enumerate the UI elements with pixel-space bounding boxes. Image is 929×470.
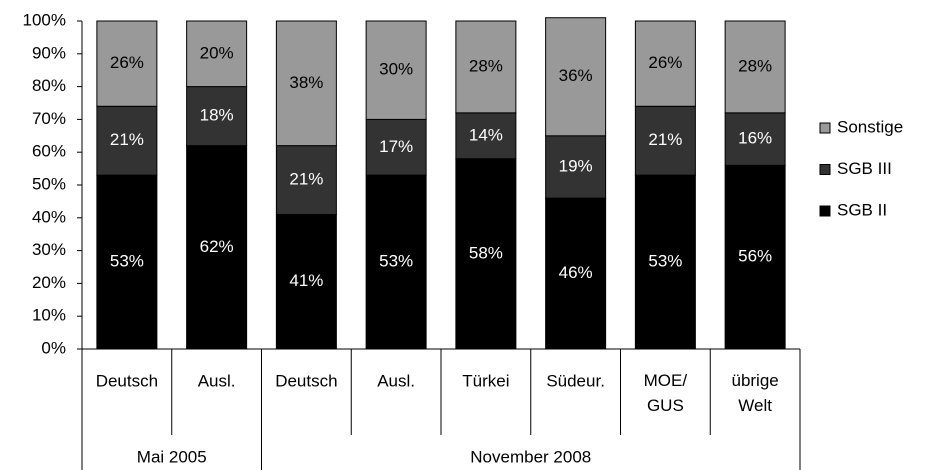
y-tick-label: 0% <box>41 338 66 357</box>
y-tick-label: 80% <box>32 76 66 95</box>
value-label: 16% <box>738 129 772 148</box>
bar-segment <box>186 86 248 147</box>
value-label: 53% <box>110 252 144 271</box>
value-label: 56% <box>738 247 772 266</box>
bar-segment <box>96 174 158 350</box>
x-tick-label: MOE/GUS <box>644 371 688 415</box>
value-label: 36% <box>559 66 593 85</box>
bar-segment <box>455 112 517 160</box>
bar-segment <box>186 20 248 88</box>
y-tick-label: 70% <box>32 109 66 128</box>
value-label: 41% <box>289 271 323 290</box>
group-label: November 2008 <box>470 447 591 466</box>
value-label: 21% <box>110 130 144 149</box>
value-label: 58% <box>469 243 503 262</box>
value-label: 62% <box>200 237 234 256</box>
value-label: 46% <box>559 263 593 282</box>
bar-segment <box>275 145 337 216</box>
value-label: 17% <box>379 137 413 156</box>
value-label: 28% <box>738 56 772 75</box>
x-tick-label: Türkei <box>462 371 509 390</box>
y-tick-label: 60% <box>32 142 66 161</box>
bar-segment <box>545 17 607 137</box>
legend-label: Sonstige <box>837 117 903 136</box>
value-label: 26% <box>648 53 682 72</box>
bar-segment <box>186 145 248 350</box>
y-tick-label: 20% <box>32 273 66 292</box>
bar-segment <box>275 214 337 350</box>
legend-swatch <box>819 164 831 175</box>
y-tick-label: 10% <box>32 306 66 325</box>
value-label: 30% <box>379 60 413 79</box>
bar-segment <box>634 105 696 176</box>
legend-swatch <box>819 205 831 217</box>
y-tick-label: 40% <box>32 207 66 226</box>
bar-segment <box>96 20 158 107</box>
legend-swatch <box>819 122 831 134</box>
y-tick-label: 90% <box>32 43 66 62</box>
value-label: 26% <box>110 53 144 72</box>
bar-segment <box>455 158 517 350</box>
bar-segment <box>724 112 786 166</box>
bar-segment <box>275 20 337 147</box>
x-tick-label: übrige Welt <box>731 371 778 415</box>
y-tick-label: 50% <box>32 174 66 193</box>
y-tick-label: 30% <box>32 240 66 259</box>
y-tick-label: 100% <box>23 10 66 29</box>
x-tick-label: Ausl. <box>377 371 415 390</box>
bar-segment <box>545 135 607 199</box>
value-label: 19% <box>559 156 593 175</box>
bar-segment <box>634 20 696 107</box>
x-tick-label: Deutsch <box>96 371 158 390</box>
bar-segment <box>545 197 607 350</box>
value-label: 28% <box>469 56 503 75</box>
value-label: 14% <box>469 125 503 144</box>
value-label: 18% <box>200 106 234 125</box>
x-tick-label: Deutsch <box>275 371 337 390</box>
bar-segment <box>96 105 158 176</box>
value-label: 21% <box>648 130 682 149</box>
x-tick-label: Ausl. <box>198 371 236 390</box>
group-label: Mai 2005 <box>137 447 207 466</box>
legend-label: SGB II <box>837 200 887 219</box>
bar-segment <box>724 164 786 350</box>
legend-label: SGB III <box>837 159 892 178</box>
value-label: 53% <box>379 252 413 271</box>
value-label: 20% <box>200 43 234 62</box>
bar-segment <box>724 20 786 114</box>
bar-segment <box>365 20 427 120</box>
x-tick-label: Südeur. <box>546 371 605 390</box>
value-label: 38% <box>289 73 323 92</box>
bar-segment <box>365 174 427 350</box>
bar-segment <box>455 20 517 114</box>
value-label: 53% <box>648 252 682 271</box>
value-label: 21% <box>289 170 323 189</box>
